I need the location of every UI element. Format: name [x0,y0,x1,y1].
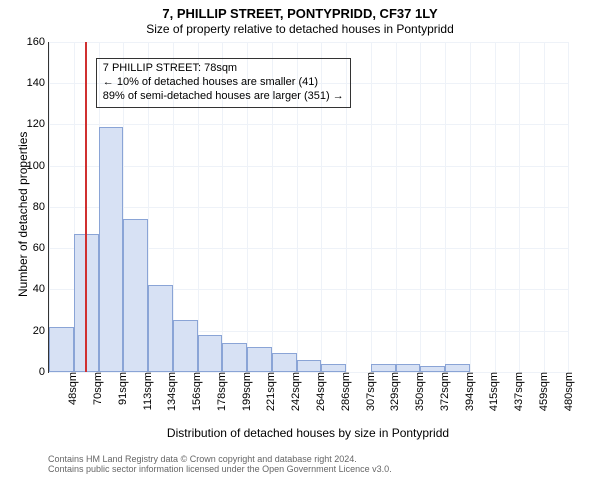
annotation-box: 7 PHILLIP STREET: 78sqm ← 10% of detache… [96,58,351,107]
y-axis-label: Number of detached properties [16,132,30,297]
x-tick-label: 156sqm [189,372,203,411]
x-tick-label: 437sqm [511,372,525,411]
histogram-bar [49,327,74,372]
histogram-bar [148,285,173,372]
histogram-bar [173,320,198,372]
x-tick-label: 199sqm [239,372,253,411]
x-tick-label: 480sqm [561,372,575,411]
annotation-line-3: 89% of semi-detached houses are larger (… [103,90,344,104]
x-tick-label: 113sqm [140,372,154,410]
y-tick-label: 120 [27,118,49,130]
histogram-bar [396,364,421,372]
x-tick-label: 242sqm [288,372,302,411]
histogram-bar [297,360,322,372]
x-tick-label: 48sqm [65,372,79,405]
gridline-h [49,42,569,43]
x-tick-label: 329sqm [387,372,401,411]
x-tick-label: 372sqm [437,372,451,411]
gridline-v [445,42,446,372]
histogram-bar [371,364,396,372]
gridline-v [544,42,545,372]
x-tick-label: 286sqm [338,372,352,411]
x-tick-label: 91sqm [115,372,129,405]
x-tick-label: 459sqm [536,372,550,411]
footer-line-1: Contains HM Land Registry data © Crown c… [48,454,392,464]
gridline-v [495,42,496,372]
y-tick-label: 60 [33,242,49,254]
histogram-bar [247,347,272,372]
annotation-line-1: 7 PHILLIP STREET: 78sqm [103,62,344,76]
footer-attribution: Contains HM Land Registry data © Crown c… [48,454,392,474]
y-tick-label: 0 [39,366,49,378]
x-tick-label: 264sqm [313,372,327,411]
property-marker-line [85,42,87,372]
y-tick-label: 40 [33,283,49,295]
y-tick-label: 20 [33,325,49,337]
x-tick-label: 350sqm [412,372,426,411]
gridline-v [568,42,569,372]
x-tick-label: 415sqm [486,372,500,411]
gridline-v [396,42,397,372]
gridline-v [371,42,372,372]
x-tick-label: 70sqm [90,372,104,405]
histogram-bar [198,335,223,372]
y-tick-label: 100 [27,160,49,172]
footer-line-2: Contains public sector information licen… [48,464,392,474]
gridline-v [420,42,421,372]
histogram-bar [272,353,297,372]
x-tick-label: 221sqm [263,372,277,411]
histogram-bar [321,364,346,372]
x-axis-label: Distribution of detached houses by size … [48,426,568,440]
plot-area: 02040608010012014016048sqm70sqm91sqm113s… [48,42,569,373]
y-tick-label: 160 [27,36,49,48]
page-subtitle: Size of property relative to detached ho… [0,22,600,36]
gridline-h [49,207,569,208]
gridline-v [470,42,471,372]
histogram-bar [99,127,124,372]
y-tick-label: 140 [27,77,49,89]
chart-container: Number of detached properties 0204060801… [48,42,568,372]
page-title: 7, PHILLIP STREET, PONTYPRIDD, CF37 1LY [0,0,600,22]
y-tick-label: 80 [33,201,49,213]
x-tick-label: 307sqm [363,372,377,411]
gridline-h [49,124,569,125]
gridline-v [519,42,520,372]
histogram-bar [222,343,247,372]
histogram-bar [445,364,470,372]
x-tick-label: 394sqm [462,372,476,411]
gridline-h [49,166,569,167]
x-tick-label: 134sqm [164,372,178,411]
x-tick-label: 178sqm [214,372,228,411]
histogram-bar [123,219,148,372]
gridline-v [49,42,50,372]
annotation-line-2: ← 10% of detached houses are smaller (41… [103,76,344,90]
